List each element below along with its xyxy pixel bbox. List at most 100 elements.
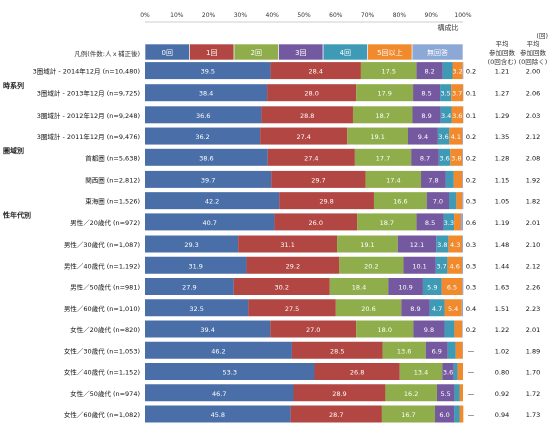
segment-label: 28.9 [332,390,346,398]
bar-segment [454,405,460,423]
bar-segment [246,256,340,274]
segment-label: 3.8 [437,241,447,249]
segment-label: 46.7 [212,390,226,398]
avg-excl-value: 2.01 [526,219,540,227]
bar-segment [145,170,272,188]
bar-segment [279,192,374,210]
bar-segment [445,170,454,188]
row-label: 3圏域計 - 2014年12月 (n=10,480) [33,67,140,76]
bar-segment [347,127,408,145]
noanswer-label: 0.3 [466,262,476,270]
bar-segment [459,384,463,402]
row-label: 首都圏 (n=5,638) [85,153,140,162]
avg-incl-value: 1.35 [495,133,509,141]
avg-excl-value: 1.92 [526,176,540,184]
bar-segment [454,384,460,402]
bar-segment [145,192,280,210]
legend-label: 無回答 [427,48,448,57]
segment-label: 17.7 [376,154,390,162]
bar-segment [461,213,463,231]
segment-label: 3.6 [439,154,449,162]
row-label: 男性／30歳代 (n=1,087) [64,240,140,249]
bar-segment [462,148,463,166]
row-label: 男性／50歳代 (n=981) [70,283,140,292]
row-label: 男性／60歳代 (n=1,010) [64,304,140,313]
segment-label: 12.1 [410,241,424,249]
segment-label: 3.3 [444,219,454,227]
bar-segment [339,256,404,274]
segment-label: 27.0 [306,326,320,334]
bar-segment [261,106,353,124]
avg-incl-value: 0.94 [495,411,509,419]
bar-segment [385,384,437,402]
segment-label: 39.7 [201,176,215,184]
bar-segment [329,278,389,295]
segment-label: 8.9 [410,305,420,313]
bar-segment [461,299,463,317]
bar-segment [274,213,358,231]
row-label: 女性／30歳代 (n=1,053) [64,346,140,355]
avg-incl-header: (0回含む) [488,57,517,66]
avg-incl-value: 1.05 [495,198,509,206]
x-tick-label: 100% [454,12,471,19]
avg-incl-value: 1.02 [495,347,509,355]
segment-label: 26.8 [350,369,364,377]
bar-segment [443,213,455,231]
bar-segment [453,363,458,380]
bar-segment [290,405,382,423]
bar-segment [447,256,463,274]
segment-label: 19.1 [370,133,384,141]
x-axis-ticks: 0% 10% 20% 30% 40% 50% 60% 70% 80% 90% 100% [140,12,472,23]
avg-excl-value: 2.01 [526,326,540,334]
segment-label: 28.7 [329,411,343,419]
legend: 0回 1回 2回 3回 4回 5回以上 無回答 [144,43,464,61]
x-tick-label: 80% [393,12,407,19]
bar-segment [462,62,464,80]
bar-segment [454,320,463,338]
segment-label: 16.2 [404,390,418,398]
segment-label: 31.9 [188,262,202,270]
bar-segment [416,213,444,231]
segment-label: 3.6 [452,112,462,120]
segment-label: 27.4 [296,133,310,141]
segment-label: 4.3 [450,241,460,249]
avg-excl-value: 2.12 [526,262,540,270]
bar-segment [462,278,464,295]
bar-segment [360,62,417,80]
bar-rows: 3圏域計 - 2014年12月 (n=10,480) 39.5 28.4 17.5 8.… [33,62,540,423]
noanswer-label: 0.1 [466,90,476,98]
bar-segment [401,299,430,317]
avg-unit-label: (回) [536,32,548,40]
legend-label: 0回 [162,49,173,57]
bar-segment [451,84,463,102]
bar-segment [381,405,436,423]
bar-segment [449,127,463,145]
avg-incl-value: 1.44 [495,262,509,270]
bar-segment [382,341,426,359]
segment-label: 8.7 [420,154,430,162]
bar-segment [373,192,427,210]
segment-label: 27.9 [182,284,196,292]
segment-label: 3.4 [441,112,451,120]
avg-excl-header: (0回除く) [519,57,548,66]
bar-segment [260,127,348,145]
segment-label: 28.4 [309,68,323,76]
segment-label: 5.5 [440,390,450,398]
avg-incl-header: 平均 [496,39,510,48]
segment-label: 27.5 [285,305,299,313]
x-tick-label: 60% [329,12,343,19]
segment-label: 6.0 [439,411,449,419]
bar-segment [145,84,268,102]
bar-segment [145,256,247,274]
bar-segment [457,363,463,380]
bar-segment [451,106,463,124]
segment-label: 5.4 [448,305,458,313]
segment-label: 17.9 [377,90,391,98]
avg-incl-value: 1.63 [495,284,509,292]
bar-segment [440,106,452,124]
segment-label: 3.5 [440,90,450,98]
bar-segment [270,320,357,338]
segment-label: 53.3 [223,369,237,377]
avg-excl-value: 1.73 [526,411,540,419]
